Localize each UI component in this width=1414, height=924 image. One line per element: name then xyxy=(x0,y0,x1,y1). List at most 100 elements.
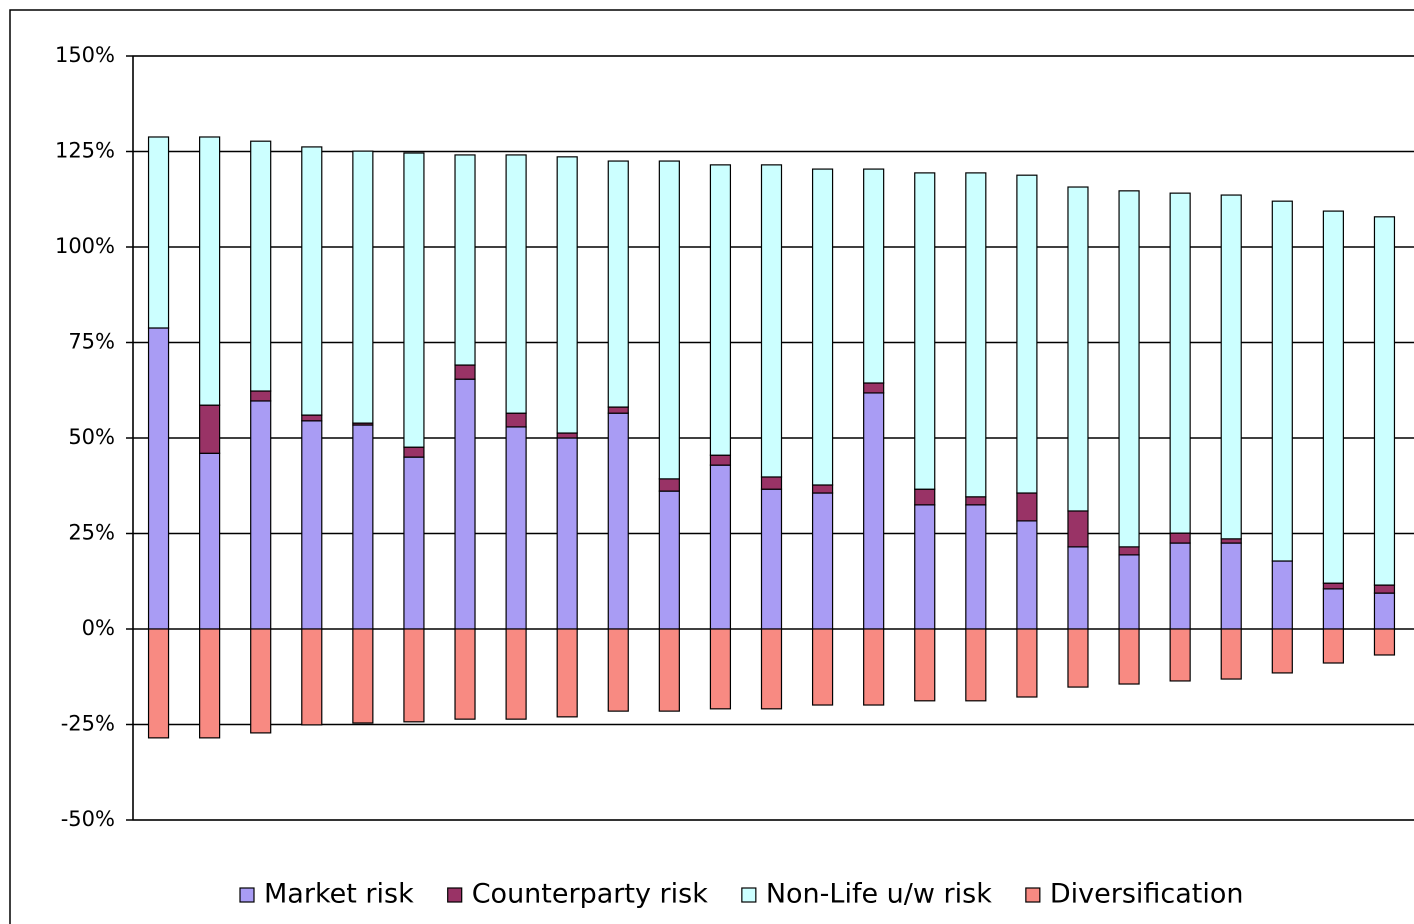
bar-segment xyxy=(403,628,425,723)
bar-segment xyxy=(965,628,987,702)
bar-segment xyxy=(403,152,425,448)
y-tick-label: 150% xyxy=(55,43,115,67)
bar-segment xyxy=(1322,582,1344,590)
bar-segment xyxy=(454,378,476,630)
bar-segment xyxy=(1373,216,1396,586)
bar-segment xyxy=(709,628,732,710)
bar-segment xyxy=(556,628,578,718)
bar-segment xyxy=(505,412,527,428)
bar-segment xyxy=(147,136,170,329)
bar-segment xyxy=(454,154,476,366)
legend: Market risk Counterparty risk Non-Life u/w… xyxy=(239,879,1244,910)
bar-segment xyxy=(914,628,936,702)
bar-segment xyxy=(1067,628,1089,688)
bar-segment xyxy=(1220,538,1242,544)
bar-segment xyxy=(863,382,885,394)
bar-segment xyxy=(1118,546,1140,556)
bar-segment xyxy=(199,452,221,630)
bar-segment xyxy=(709,454,732,466)
bar-segment xyxy=(1322,210,1344,584)
bar-segment xyxy=(1322,628,1344,664)
bar-segment xyxy=(811,484,834,494)
legend-swatch xyxy=(447,887,463,903)
bar-segment xyxy=(199,404,221,454)
bar-segment xyxy=(1373,592,1396,630)
bar-segment xyxy=(1016,174,1038,494)
bar-segment xyxy=(301,628,323,726)
bar-segment xyxy=(147,628,170,739)
bar-segment xyxy=(607,628,629,712)
bar-segment xyxy=(556,432,578,439)
bar-segment xyxy=(1169,542,1191,630)
bar-segment xyxy=(811,628,834,706)
bar-segment xyxy=(1220,194,1242,540)
bar-segment xyxy=(505,426,527,630)
bar-segment xyxy=(1271,628,1293,674)
bar-segment xyxy=(1067,510,1089,548)
bar-segment xyxy=(1067,186,1089,512)
bar-segment xyxy=(147,327,170,630)
bar-segment xyxy=(863,392,885,630)
bar-segment xyxy=(199,628,221,739)
legend-label: Non-Life u/w risk xyxy=(766,879,992,910)
bar-segment xyxy=(760,628,783,710)
bar-segment xyxy=(658,490,680,630)
bar-segment xyxy=(352,628,374,724)
bar-segment xyxy=(556,437,578,630)
bar-segment xyxy=(760,164,783,478)
bar-segment xyxy=(760,488,783,630)
bar-segment xyxy=(1118,628,1140,685)
legend-label: Diversification xyxy=(1050,879,1244,910)
y-tick-label: 50% xyxy=(68,425,115,449)
bar-segment xyxy=(454,628,476,720)
bar-segment xyxy=(1271,200,1293,562)
bar-segment xyxy=(250,400,272,630)
y-tick-label: 75% xyxy=(68,330,115,354)
y-tick-label: 0% xyxy=(82,616,115,640)
bar-segment xyxy=(250,390,272,402)
legend-swatch xyxy=(239,887,255,903)
bar-segment xyxy=(1067,546,1089,630)
bar-segment xyxy=(811,168,834,486)
bar-segment xyxy=(1169,532,1191,544)
y-tick-label: 125% xyxy=(55,139,115,163)
bar-segment xyxy=(914,488,936,506)
y-tick-label: -50% xyxy=(61,807,115,831)
bar-segment xyxy=(1220,542,1242,630)
bar-segment xyxy=(199,136,221,406)
bar-segment xyxy=(250,628,272,734)
bar-segment xyxy=(1016,628,1038,698)
bar-segment xyxy=(352,424,374,630)
bar-segment xyxy=(352,150,374,424)
bar-segment xyxy=(1373,584,1396,594)
bar-segment xyxy=(1322,588,1344,630)
bar-segment xyxy=(556,156,578,434)
bar-segment xyxy=(403,456,425,630)
bar-segment xyxy=(607,412,629,630)
bar-segment xyxy=(1373,628,1396,656)
bar-segment xyxy=(811,492,834,630)
bar-segment xyxy=(505,628,527,720)
bar-segment xyxy=(403,446,425,458)
bar-segment xyxy=(863,168,885,384)
bar-segment xyxy=(1016,520,1038,630)
bar-segment xyxy=(709,464,732,630)
bar-segment xyxy=(965,172,987,498)
bar-segment xyxy=(505,154,527,414)
bar-segment xyxy=(1220,628,1242,680)
bar-segment xyxy=(1271,560,1293,630)
y-tick-label: 25% xyxy=(68,521,115,545)
bar-segment xyxy=(1169,628,1191,682)
legend-swatch xyxy=(1025,887,1041,903)
bar-segment xyxy=(965,504,987,630)
bar-segment xyxy=(914,172,936,490)
bar-segment xyxy=(658,478,680,492)
bar-segment xyxy=(1169,192,1191,534)
bar-segment xyxy=(301,146,323,416)
bar-segment xyxy=(1016,492,1038,522)
y-tick-label: -25% xyxy=(61,712,115,736)
bar-segment xyxy=(914,504,936,630)
legend-label: Market risk xyxy=(264,879,414,910)
